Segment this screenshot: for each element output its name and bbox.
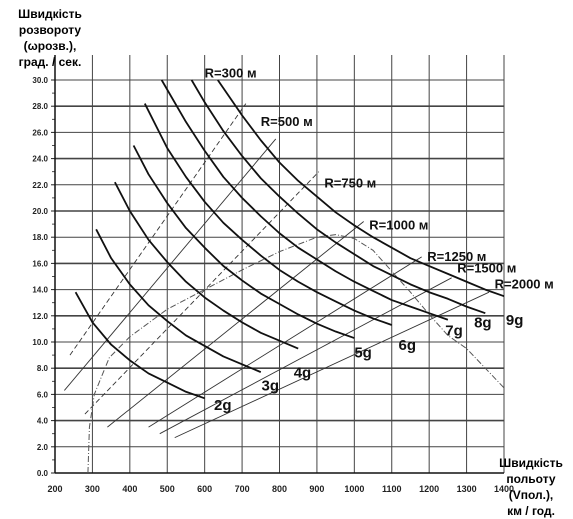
g-curve-label: 9g	[506, 312, 524, 329]
x-tick-label: 400	[122, 484, 137, 494]
x-axis-label-line-1: Швидкість	[499, 456, 563, 470]
y-tick-label: 8.0	[37, 364, 49, 373]
envelope-line	[87, 234, 504, 474]
x-tick-label: 1000	[344, 484, 364, 494]
series-labels: 2g 3g 4g 5g 6g 7g 8g 9g R=300 м R=500 м R=750 м R=1…	[205, 65, 554, 414]
y-tick-label: 10.0	[32, 338, 48, 347]
radius-line	[159, 277, 452, 435]
radius-line	[107, 221, 364, 428]
y-tick-label: 4.0	[37, 417, 49, 426]
g-curve	[190, 79, 486, 315]
y-tick-label: 6.0	[37, 390, 49, 399]
x-tick-label: 800	[272, 484, 287, 494]
y-tick-label: 16.0	[32, 259, 48, 268]
y-axis-label-line-2: розвороту	[18, 23, 82, 37]
y-tick-label: 24.0	[32, 155, 48, 164]
radius-label: R=750 м	[324, 175, 376, 190]
g-curve-label: 7g	[445, 322, 463, 339]
x-axis-label-line-4: км / год.	[507, 504, 555, 518]
x-tick-label: 300	[85, 484, 100, 494]
x-tick-label: 700	[235, 484, 250, 494]
y-axis-label-line-4: град. / сек.	[18, 55, 82, 69]
x-tick-label: 900	[309, 484, 324, 494]
radius-line	[174, 291, 490, 439]
g-curve	[217, 79, 504, 298]
x-tick-label: 500	[160, 484, 175, 494]
y-axis-label: Швидкість розвороту (ωрозв.), град. / се…	[6, 6, 94, 70]
x-axis-label-line-3: (Vпол.),	[508, 488, 554, 502]
envelope-curve	[87, 234, 504, 474]
radius-label: R=1000 м	[369, 217, 428, 232]
y-tick-label: 28.0	[32, 102, 48, 111]
x-tick-label: 600	[197, 484, 212, 494]
g-curve	[114, 181, 299, 350]
x-axis-label-line-2: польоту	[506, 472, 556, 486]
g-curve	[160, 79, 449, 321]
y-axis-label-line-1: Швидкість	[18, 7, 82, 21]
g-curve-label: 6g	[398, 337, 416, 354]
y-axis-label-line-3: (ωрозв.),	[23, 39, 77, 53]
g-curve	[143, 103, 393, 326]
g-curve	[95, 228, 262, 373]
radius-label: R=500 м	[261, 114, 313, 129]
g-curves	[74, 79, 504, 400]
x-tick-label: 1400	[494, 484, 514, 494]
x-tick-label: 1200	[419, 484, 439, 494]
y-tick-label: 26.0	[32, 128, 48, 137]
x-tick-label: 1300	[457, 484, 477, 494]
g-curve	[132, 145, 355, 339]
x-tick-label: 200	[47, 484, 62, 494]
radius-line	[148, 256, 422, 428]
axes	[51, 55, 504, 474]
x-tick-label: 1100	[382, 484, 402, 494]
y-tick-label: 2.0	[37, 443, 49, 452]
g-curve-label: 8g	[474, 315, 492, 332]
y-tick-label: 30.0	[32, 76, 48, 85]
radius-label: R=300 м	[205, 65, 257, 80]
plot-area	[64, 79, 504, 474]
tick-labels: 200 300 400 500 600 700 800 900 1000 1100 1200 1300…	[32, 76, 514, 494]
radius-line	[69, 103, 247, 356]
y-tick-label: 18.0	[32, 233, 48, 242]
radius-label: R=1500 м	[457, 261, 516, 276]
g-curve-label: 4g	[294, 364, 312, 381]
g-curve-label: 3g	[262, 377, 280, 394]
radius-line	[84, 171, 320, 415]
y-tick-label: 0.0	[37, 469, 49, 478]
y-tick-label: 20.0	[32, 207, 48, 216]
g-curve	[74, 291, 205, 400]
y-tick-label: 12.0	[32, 312, 48, 321]
radius-label: R=1250 м	[427, 249, 486, 264]
x-axis-label: Швидкість польоту (Vпол.), км / год.	[491, 455, 571, 519]
radius-label: R=2000 м	[495, 276, 554, 291]
g-curve-label: 5g	[354, 345, 372, 362]
y-tick-label: 22.0	[32, 181, 48, 190]
y-tick-label: 14.0	[32, 286, 48, 295]
g-curve-label: 2g	[214, 397, 232, 414]
